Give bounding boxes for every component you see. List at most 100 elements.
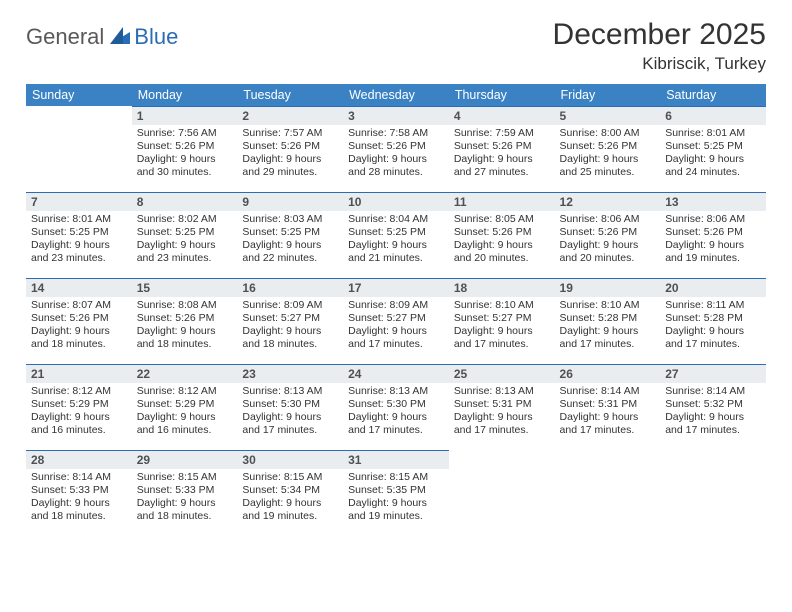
sunset-text: Sunset: 5:33 PM (137, 484, 233, 497)
sunset-text: Sunset: 5:26 PM (137, 312, 233, 325)
sunrise-text: Sunrise: 8:01 AM (665, 127, 761, 140)
sunrise-text: Sunrise: 8:14 AM (31, 471, 127, 484)
daylight-text: Daylight: 9 hours and 19 minutes. (665, 239, 761, 265)
calendar-cell: 5Sunrise: 8:00 AMSunset: 5:26 PMDaylight… (555, 106, 661, 192)
sunrise-text: Sunrise: 8:08 AM (137, 299, 233, 312)
day-detail: Sunrise: 8:13 AMSunset: 5:30 PMDaylight:… (237, 383, 343, 438)
sunset-text: Sunset: 5:26 PM (665, 226, 761, 239)
day-detail: Sunrise: 8:11 AMSunset: 5:28 PMDaylight:… (660, 297, 766, 352)
sunset-text: Sunset: 5:27 PM (348, 312, 444, 325)
sunrise-text: Sunrise: 8:02 AM (137, 213, 233, 226)
day-number: 22 (132, 364, 238, 383)
day-detail: Sunrise: 8:12 AMSunset: 5:29 PMDaylight:… (132, 383, 238, 438)
sunrise-text: Sunrise: 7:58 AM (348, 127, 444, 140)
sunrise-text: Sunrise: 8:13 AM (348, 385, 444, 398)
daylight-text: Daylight: 9 hours and 29 minutes. (242, 153, 338, 179)
sunset-text: Sunset: 5:34 PM (242, 484, 338, 497)
calendar-cell: 27Sunrise: 8:14 AMSunset: 5:32 PMDayligh… (660, 364, 766, 450)
sunset-text: Sunset: 5:27 PM (454, 312, 550, 325)
sunrise-text: Sunrise: 8:01 AM (31, 213, 127, 226)
day-number: 8 (132, 192, 238, 211)
daylight-text: Daylight: 9 hours and 25 minutes. (560, 153, 656, 179)
day-number: 1 (132, 106, 238, 125)
sunrise-text: Sunrise: 7:59 AM (454, 127, 550, 140)
sunset-text: Sunset: 5:25 PM (242, 226, 338, 239)
calendar-cell: 29Sunrise: 8:15 AMSunset: 5:33 PMDayligh… (132, 450, 238, 536)
day-detail: Sunrise: 8:15 AMSunset: 5:34 PMDaylight:… (237, 469, 343, 524)
calendar-cell: 4Sunrise: 7:59 AMSunset: 5:26 PMDaylight… (449, 106, 555, 192)
sunrise-text: Sunrise: 8:10 AM (560, 299, 656, 312)
calendar-cell: 9Sunrise: 8:03 AMSunset: 5:25 PMDaylight… (237, 192, 343, 278)
day-detail: Sunrise: 7:59 AMSunset: 5:26 PMDaylight:… (449, 125, 555, 180)
daylight-text: Daylight: 9 hours and 20 minutes. (560, 239, 656, 265)
sunset-text: Sunset: 5:35 PM (348, 484, 444, 497)
calendar-cell: 8Sunrise: 8:02 AMSunset: 5:25 PMDaylight… (132, 192, 238, 278)
brand-mark-icon (110, 26, 130, 49)
day-detail: Sunrise: 8:13 AMSunset: 5:30 PMDaylight:… (343, 383, 449, 438)
daylight-text: Daylight: 9 hours and 23 minutes. (137, 239, 233, 265)
day-detail: Sunrise: 8:14 AMSunset: 5:32 PMDaylight:… (660, 383, 766, 438)
day-detail: Sunrise: 7:57 AMSunset: 5:26 PMDaylight:… (237, 125, 343, 180)
calendar-grid: Sunday Monday Tuesday Wednesday Thursday… (26, 84, 766, 536)
day-detail: Sunrise: 8:03 AMSunset: 5:25 PMDaylight:… (237, 211, 343, 266)
day-number: 21 (26, 364, 132, 383)
calendar-cell: 2Sunrise: 7:57 AMSunset: 5:26 PMDaylight… (237, 106, 343, 192)
day-number: 27 (660, 364, 766, 383)
day-number: 13 (660, 192, 766, 211)
sunrise-text: Sunrise: 8:00 AM (560, 127, 656, 140)
sunrise-text: Sunrise: 8:12 AM (31, 385, 127, 398)
calendar-cell (555, 450, 661, 536)
daylight-text: Daylight: 9 hours and 18 minutes. (137, 497, 233, 523)
calendar-week-row: 21Sunrise: 8:12 AMSunset: 5:29 PMDayligh… (26, 364, 766, 450)
day-detail: Sunrise: 8:13 AMSunset: 5:31 PMDaylight:… (449, 383, 555, 438)
daylight-text: Daylight: 9 hours and 21 minutes. (348, 239, 444, 265)
sunrise-text: Sunrise: 8:13 AM (242, 385, 338, 398)
month-title: December 2025 (553, 18, 766, 52)
day-detail: Sunrise: 8:14 AMSunset: 5:31 PMDaylight:… (555, 383, 661, 438)
daylight-text: Daylight: 9 hours and 17 minutes. (665, 411, 761, 437)
sunset-text: Sunset: 5:30 PM (242, 398, 338, 411)
calendar-cell: 14Sunrise: 8:07 AMSunset: 5:26 PMDayligh… (26, 278, 132, 364)
day-detail: Sunrise: 8:02 AMSunset: 5:25 PMDaylight:… (132, 211, 238, 266)
day-number: 7 (26, 192, 132, 211)
calendar-cell: 24Sunrise: 8:13 AMSunset: 5:30 PMDayligh… (343, 364, 449, 450)
daylight-text: Daylight: 9 hours and 18 minutes. (242, 325, 338, 351)
brand-logo: General Blue (26, 18, 178, 50)
day-detail: Sunrise: 8:15 AMSunset: 5:35 PMDaylight:… (343, 469, 449, 524)
day-detail: Sunrise: 8:12 AMSunset: 5:29 PMDaylight:… (26, 383, 132, 438)
weekday-header: Tuesday (237, 84, 343, 106)
calendar-cell: 6Sunrise: 8:01 AMSunset: 5:25 PMDaylight… (660, 106, 766, 192)
day-number: 19 (555, 278, 661, 297)
daylight-text: Daylight: 9 hours and 19 minutes. (242, 497, 338, 523)
day-number: 12 (555, 192, 661, 211)
day-number: 18 (449, 278, 555, 297)
brand-blue: Blue (134, 24, 178, 50)
calendar-cell: 13Sunrise: 8:06 AMSunset: 5:26 PMDayligh… (660, 192, 766, 278)
day-number: 9 (237, 192, 343, 211)
sunset-text: Sunset: 5:26 PM (348, 140, 444, 153)
day-detail: Sunrise: 8:05 AMSunset: 5:26 PMDaylight:… (449, 211, 555, 266)
sunset-text: Sunset: 5:26 PM (560, 226, 656, 239)
day-number: 24 (343, 364, 449, 383)
weekday-header: Saturday (660, 84, 766, 106)
sunset-text: Sunset: 5:27 PM (242, 312, 338, 325)
day-detail: Sunrise: 8:15 AMSunset: 5:33 PMDaylight:… (132, 469, 238, 524)
sunset-text: Sunset: 5:31 PM (560, 398, 656, 411)
daylight-text: Daylight: 9 hours and 17 minutes. (454, 411, 550, 437)
calendar-cell: 18Sunrise: 8:10 AMSunset: 5:27 PMDayligh… (449, 278, 555, 364)
weekday-header-row: Sunday Monday Tuesday Wednesday Thursday… (26, 84, 766, 106)
sunset-text: Sunset: 5:28 PM (665, 312, 761, 325)
sunset-text: Sunset: 5:26 PM (454, 140, 550, 153)
daylight-text: Daylight: 9 hours and 17 minutes. (348, 325, 444, 351)
daylight-text: Daylight: 9 hours and 23 minutes. (31, 239, 127, 265)
calendar-cell: 21Sunrise: 8:12 AMSunset: 5:29 PMDayligh… (26, 364, 132, 450)
day-detail: Sunrise: 8:00 AMSunset: 5:26 PMDaylight:… (555, 125, 661, 180)
calendar-cell: 26Sunrise: 8:14 AMSunset: 5:31 PMDayligh… (555, 364, 661, 450)
sunset-text: Sunset: 5:25 PM (665, 140, 761, 153)
day-number: 3 (343, 106, 449, 125)
sunrise-text: Sunrise: 8:15 AM (348, 471, 444, 484)
calendar-cell: 31Sunrise: 8:15 AMSunset: 5:35 PMDayligh… (343, 450, 449, 536)
sunrise-text: Sunrise: 8:07 AM (31, 299, 127, 312)
calendar-cell: 3Sunrise: 7:58 AMSunset: 5:26 PMDaylight… (343, 106, 449, 192)
sunrise-text: Sunrise: 8:12 AM (137, 385, 233, 398)
